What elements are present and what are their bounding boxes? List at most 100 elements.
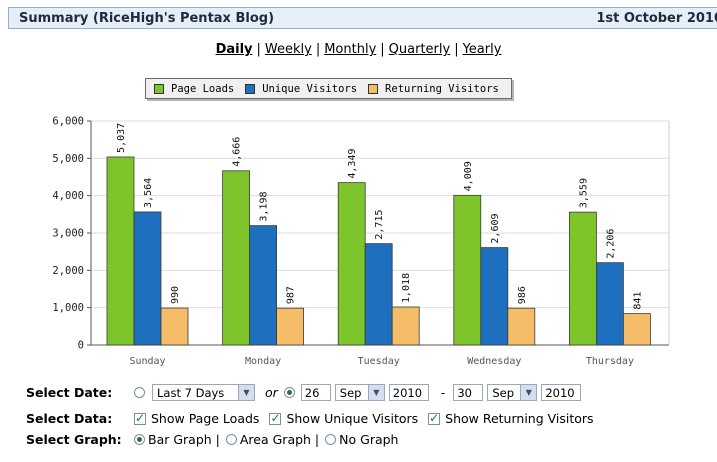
bar-value-label: 2,609 bbox=[490, 213, 501, 243]
legend-label-unique-visitors: Unique Visitors bbox=[262, 82, 358, 95]
x-category-label: Thursday bbox=[586, 356, 634, 367]
bar-value-label: 3,559 bbox=[578, 178, 589, 208]
bar bbox=[337, 182, 366, 346]
y-tick-label: 3,000 bbox=[52, 228, 84, 240]
bar bbox=[222, 170, 251, 346]
legend-item-returning-visitors: Returning Visitors bbox=[368, 83, 499, 95]
no-graph-label: No Graph bbox=[339, 432, 399, 447]
bar-value-label: 2,715 bbox=[374, 210, 385, 240]
from-day-input[interactable]: 26 bbox=[300, 384, 331, 401]
bar bbox=[507, 307, 536, 346]
period-nav: Daily | Weekly | Monthly | Quarterly | Yearly bbox=[0, 42, 717, 57]
range-preset-value: Last 7 Days bbox=[157, 385, 225, 400]
bar-value-label: 4,666 bbox=[232, 137, 243, 167]
bar bbox=[133, 211, 162, 346]
custom-range-radio[interactable] bbox=[283, 387, 295, 398]
to-month-select[interactable]: Sep ▼ bbox=[487, 384, 538, 401]
summary-title: Summary (RiceHigh's Pentax Blog) bbox=[19, 11, 275, 26]
bar-value-label: 2,206 bbox=[605, 229, 616, 259]
y-tick-label: 0 bbox=[78, 340, 84, 352]
legend-item-unique-visitors: Unique Visitors bbox=[245, 83, 357, 95]
y-tick-label: 4,000 bbox=[52, 190, 84, 202]
period-weekly-link[interactable]: Weekly bbox=[264, 42, 312, 57]
bar-graph-label: Bar Graph | bbox=[148, 432, 220, 447]
chevron-down-icon: ▼ bbox=[238, 385, 254, 400]
bar-value-label: 990 bbox=[170, 286, 181, 304]
bar bbox=[160, 307, 189, 346]
select-date-row: Select Date: Last 7 Days ▼ or 26 Sep ▼ 2… bbox=[26, 384, 585, 401]
bar-value-label: 3,564 bbox=[143, 178, 154, 208]
period-separator: | bbox=[454, 42, 459, 57]
bar bbox=[276, 307, 305, 346]
select-data-row: Select Data: Show Page Loads Show Unique… bbox=[26, 411, 604, 427]
to-month-value: Sep bbox=[492, 385, 514, 400]
y-tick-label: 6,000 bbox=[52, 116, 84, 128]
period-quarterly-link[interactable]: Quarterly bbox=[388, 42, 451, 57]
show-returning-visitors-label: Show Returning Visitors bbox=[445, 411, 594, 426]
period-separator: | bbox=[315, 42, 321, 57]
period-separator: | bbox=[256, 42, 261, 57]
bar-value-label: 5,037 bbox=[116, 123, 127, 153]
or-text: or bbox=[265, 385, 278, 400]
chevron-down-icon: ▼ bbox=[520, 385, 537, 400]
bar-value-label: 987 bbox=[286, 286, 297, 304]
y-tick-label: 5,000 bbox=[52, 153, 84, 165]
bar-chart: 0 1,000 2,000 3,000 4,000 5,000 6,000 5,037 3,56… bbox=[52, 116, 670, 367]
bar bbox=[391, 306, 420, 346]
show-page-loads-label: Show Page Loads bbox=[151, 411, 260, 426]
select-graph-row: Select Graph: Bar Graph | Area Graph | N… bbox=[26, 432, 408, 447]
y-tick-label: 1,000 bbox=[52, 302, 84, 314]
bar-value-label: 986 bbox=[517, 286, 528, 304]
bar-value-label: 1,018 bbox=[401, 273, 412, 303]
chevron-down-icon: ▼ bbox=[367, 385, 384, 400]
period-monthly-link[interactable]: Monthly bbox=[324, 42, 377, 57]
bar bbox=[453, 194, 482, 346]
bar bbox=[596, 262, 624, 346]
to-day-input[interactable]: 30 bbox=[453, 384, 484, 401]
bar bbox=[364, 243, 393, 346]
bar-value-label: 4,349 bbox=[347, 149, 358, 179]
bar bbox=[623, 313, 651, 346]
x-category-label: Wednesday bbox=[467, 356, 521, 367]
bar-value-label: 4,009 bbox=[463, 161, 474, 191]
period-separator: | bbox=[380, 42, 385, 57]
bar bbox=[569, 211, 597, 346]
legend-swatch-page-loads bbox=[154, 83, 164, 94]
period-daily-link[interactable]: Daily bbox=[215, 42, 253, 57]
select-graph-label: Select Graph: bbox=[26, 432, 122, 447]
date-range-dash: - bbox=[440, 385, 446, 400]
area-graph-radio[interactable] bbox=[225, 434, 237, 445]
legend-swatch-unique-visitors bbox=[245, 83, 256, 94]
x-category-label: Sunday bbox=[129, 356, 165, 367]
bar-value-label: 3,198 bbox=[259, 191, 270, 221]
from-month-value: Sep bbox=[339, 385, 362, 400]
chart-legend: Page Loads Unique Visitors Returning Vis… bbox=[145, 78, 512, 99]
show-page-loads-checkbox[interactable] bbox=[134, 411, 146, 425]
range-preset-radio[interactable] bbox=[134, 387, 145, 398]
bar-graph-radio[interactable] bbox=[134, 434, 145, 445]
bar bbox=[480, 247, 509, 346]
bar bbox=[106, 156, 135, 346]
summary-date: 1st October 2010 bbox=[596, 11, 717, 26]
show-unique-visitors-checkbox[interactable] bbox=[269, 411, 282, 425]
summary-header: Summary (RiceHigh's Pentax Blog) 1st Oct… bbox=[8, 7, 717, 29]
legend-swatch-returning-visitors bbox=[368, 83, 379, 94]
x-category-label: Tuesday bbox=[358, 356, 400, 367]
select-data-label: Select Data: bbox=[26, 411, 113, 426]
area-graph-label: Area Graph | bbox=[239, 432, 320, 447]
show-unique-visitors-label: Show Unique Visitors bbox=[286, 411, 419, 426]
show-returning-visitors-checkbox[interactable] bbox=[428, 411, 441, 425]
to-year-input[interactable]: 2010 bbox=[541, 384, 582, 401]
no-graph-radio[interactable] bbox=[325, 434, 337, 445]
range-preset-select[interactable]: Last 7 Days ▼ bbox=[152, 384, 255, 401]
bar-value-label: 841 bbox=[632, 292, 643, 310]
from-year-input[interactable]: 2010 bbox=[388, 384, 429, 401]
legend-label-returning-visitors: Returning Visitors bbox=[385, 82, 499, 95]
period-yearly-link[interactable]: Yearly bbox=[462, 42, 502, 57]
y-tick-label: 2,000 bbox=[52, 265, 84, 277]
select-date-label: Select Date: bbox=[26, 385, 113, 400]
x-category-label: Monday bbox=[245, 356, 281, 367]
bar bbox=[249, 225, 278, 346]
from-month-select[interactable]: Sep ▼ bbox=[334, 384, 385, 401]
legend-item-page-loads: Page Loads bbox=[154, 83, 234, 95]
